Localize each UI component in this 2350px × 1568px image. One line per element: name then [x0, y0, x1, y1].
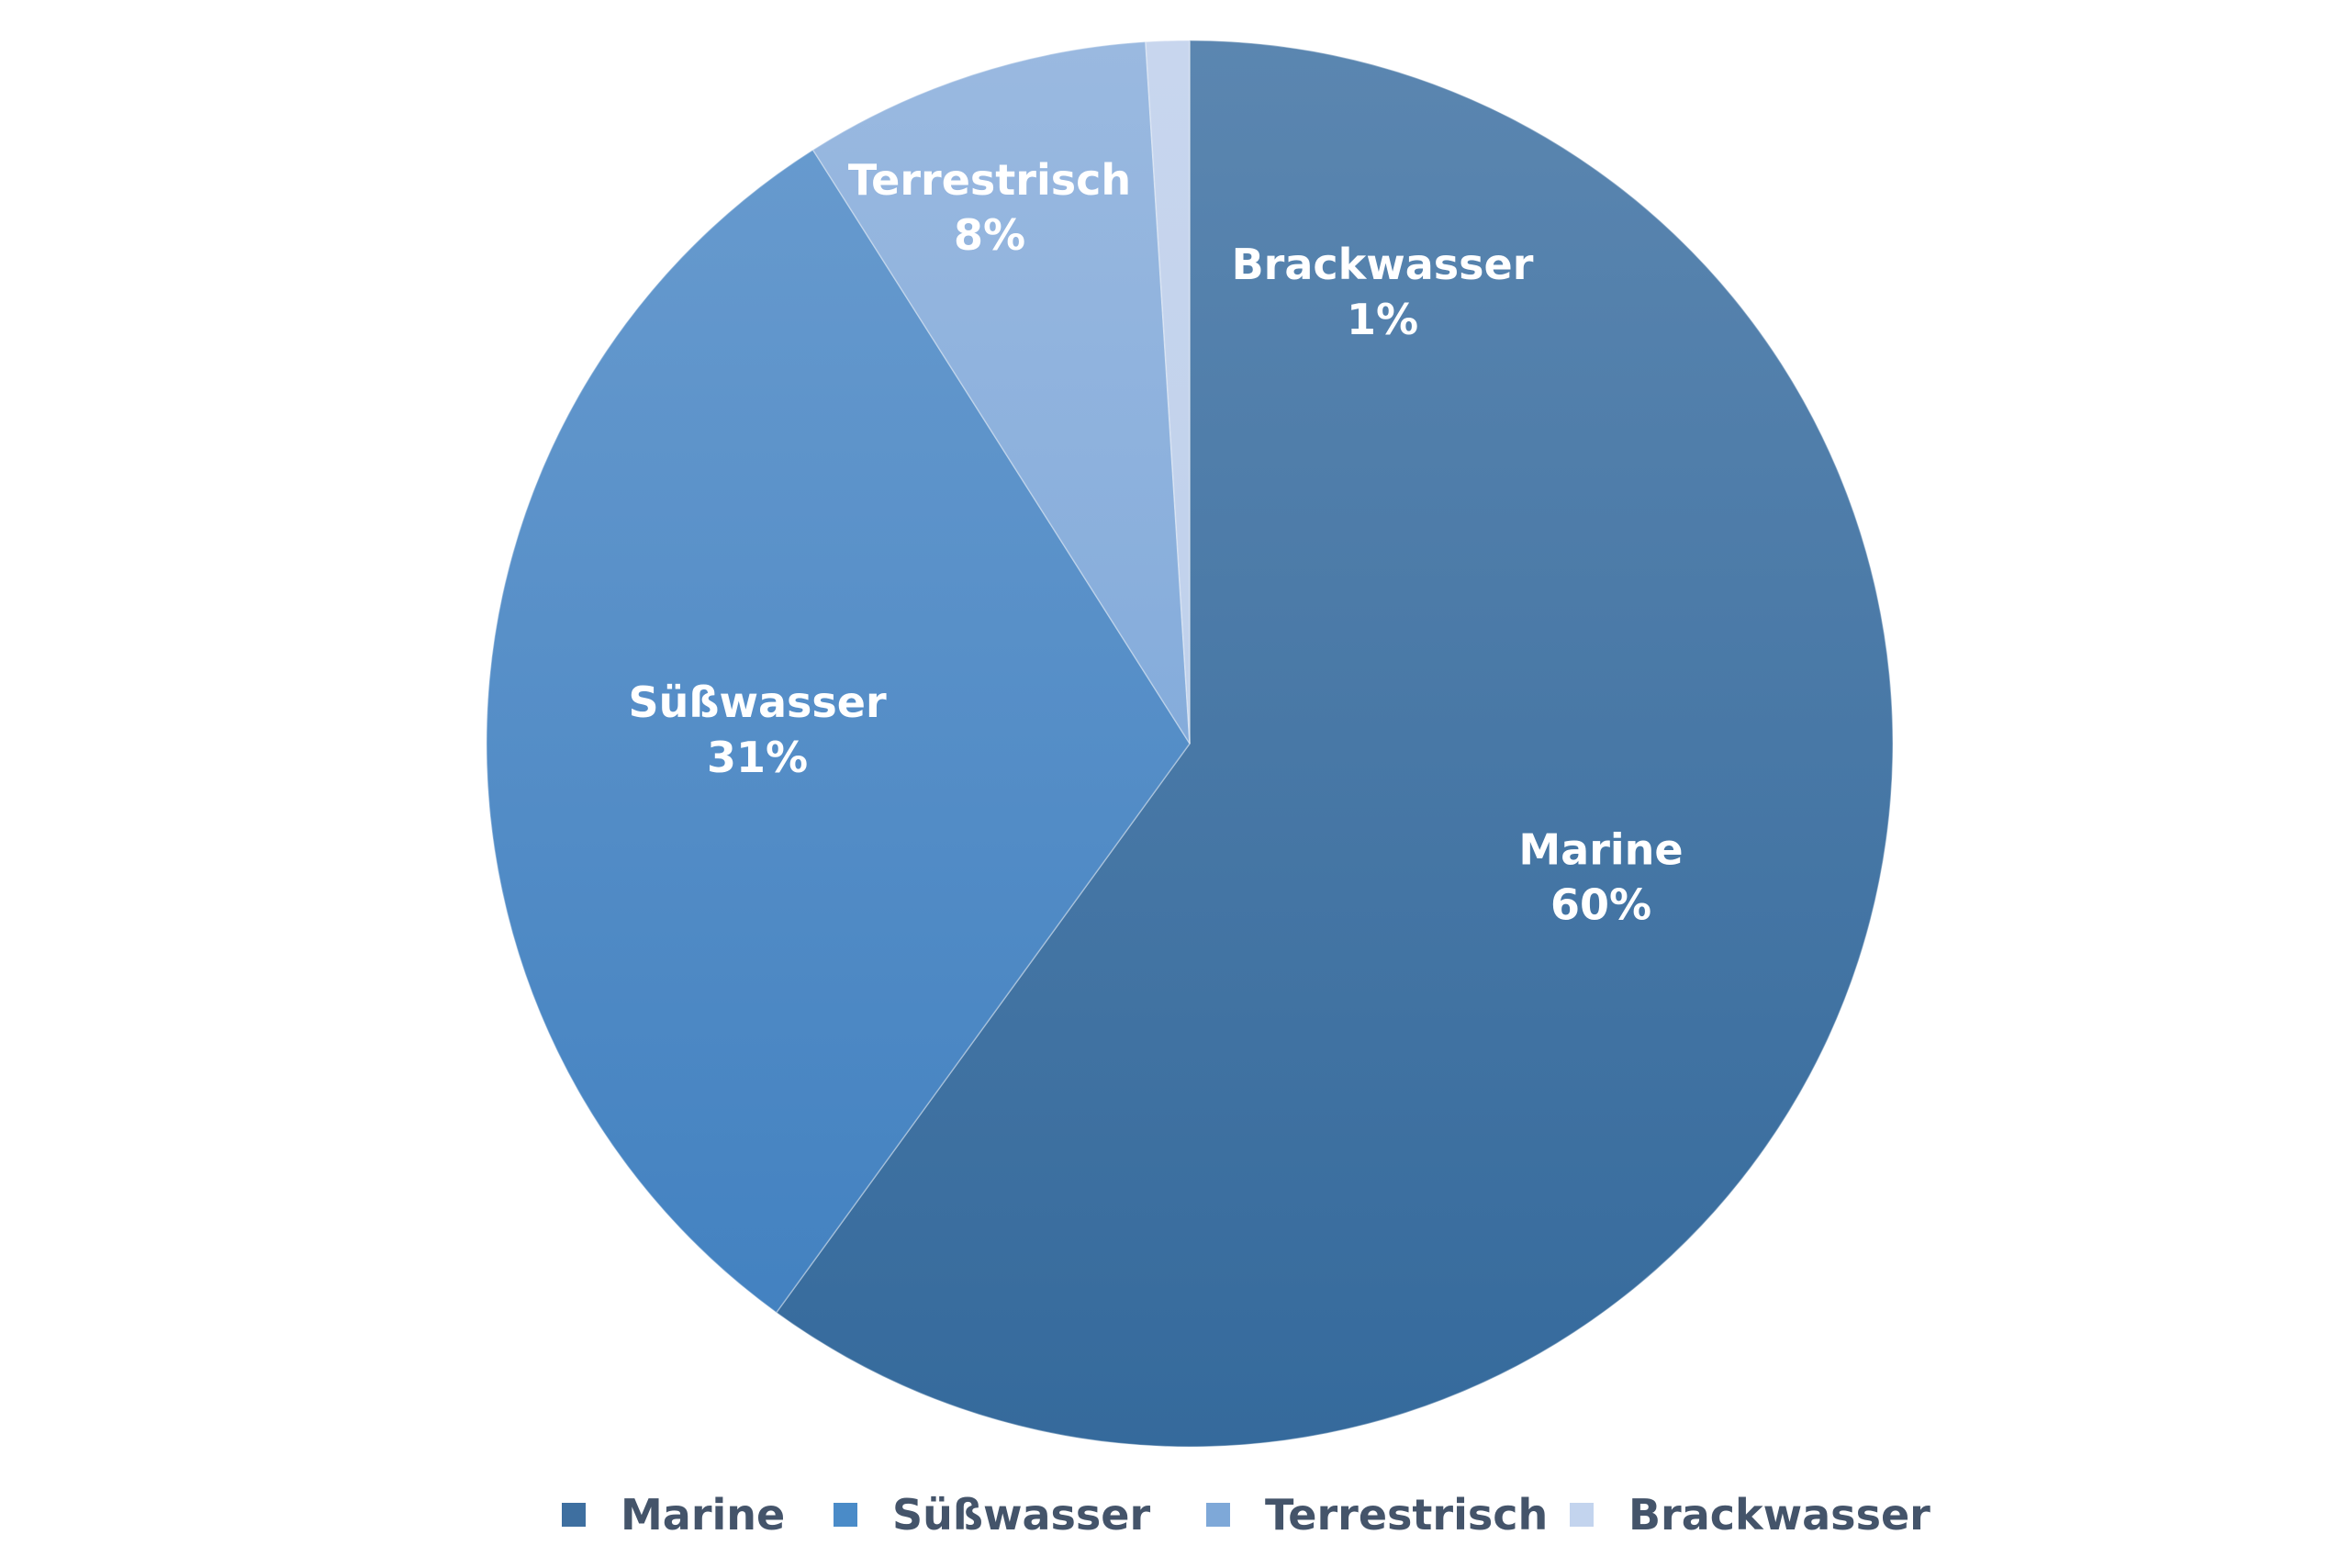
legend-swatch-susswasser [834, 1503, 857, 1527]
slice-label-terrestrisch: Terrestrisch 8% [848, 155, 1131, 260]
slice-label-name: Brackwasser [1232, 240, 1534, 289]
slice-label-susswasser: Süßwasser 31% [629, 678, 887, 782]
legend-label-brackwasser: Brackwasser [1628, 1490, 1930, 1540]
pie-slice-susswasser [486, 149, 1191, 1314]
legend-item-brackwasser: Brackwasser [1570, 1478, 1930, 1551]
slice-labels: Marine 60% Süßwasser 31% Terrestrisch 8% Brack… [629, 155, 1684, 930]
slice-label-marine: Marine 60% [1518, 825, 1683, 930]
slice-label-name: Terrestrisch [848, 155, 1131, 205]
slice-label-percent: 60% [1550, 880, 1651, 930]
chart-legend: Marine Süßwasser Terrestrisch Brackwasse… [0, 1478, 2350, 1551]
pie-slice-brackwasser [1145, 39, 1191, 745]
legend-item-marine: Marine [562, 1478, 785, 1551]
pie-slice-terrestrisch [811, 40, 1191, 745]
slice-label-percent: 8% [954, 210, 1025, 260]
legend-swatch-marine [562, 1503, 586, 1527]
pie-slice-marine [775, 39, 1894, 1448]
slice-label-name: Marine [1518, 825, 1683, 875]
legend-label-terrestrisch: Terrestrisch [1265, 1490, 1549, 1540]
slice-label-name: Süßwasser [629, 678, 887, 727]
legend-label-susswasser: Süßwasser [892, 1490, 1151, 1540]
slice-label-percent: 1% [1347, 295, 1418, 344]
legend-item-terrestrisch: Terrestrisch [1206, 1478, 1548, 1551]
legend-label-marine: Marine [621, 1490, 786, 1540]
slice-label-percent: 31% [707, 733, 808, 782]
pie-slices [486, 39, 1894, 1448]
legend-swatch-brackwasser [1570, 1503, 1594, 1527]
legend-item-susswasser: Süßwasser [834, 1478, 1150, 1551]
legend-swatch-terrestrisch [1206, 1503, 1230, 1527]
slice-label-brackwasser: Brackwasser 1% [1232, 240, 1534, 344]
